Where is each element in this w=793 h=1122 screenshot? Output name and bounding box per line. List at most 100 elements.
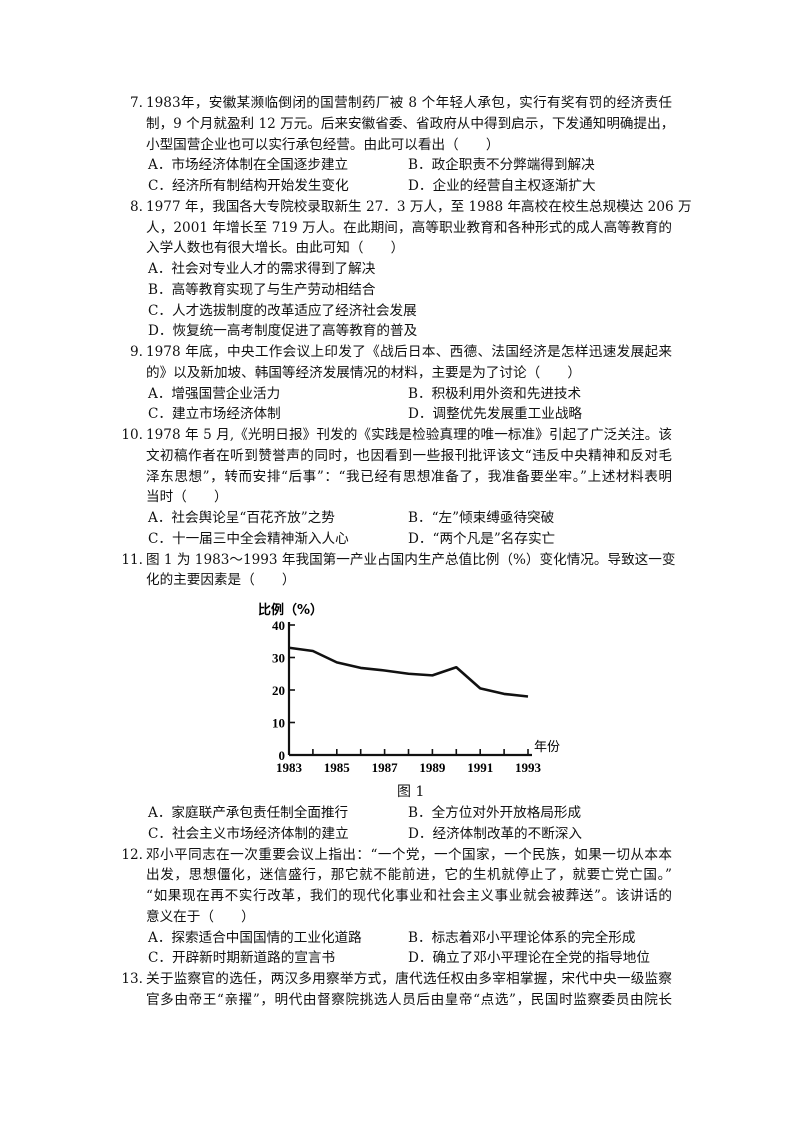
question-number: 10.: [121, 427, 143, 443]
answer-option: B．标志着邓小平理论体系的完全形成: [408, 929, 636, 946]
answer-option: A．社会对专业人才的需求得到了解决: [148, 261, 376, 277]
question-line: 官多由帝王“亲擢”，明代由督察院挑选人员后由皇帝“点选”，民国时监察委员由院长: [0, 990, 793, 1011]
question-line: 11. 图 1 为 1983～1993 年我国第一产业占国内生产总值比例（%）变化…: [0, 550, 793, 571]
figure-caption: 图 1: [397, 784, 425, 800]
question-stem-text: 1978 年底，中央工作会议上印发了《战后日本、西德、法国经济是怎样迅速发展起来: [146, 344, 672, 360]
answer-option: A．家庭联产承包责任制全面推行: [148, 805, 349, 821]
question-line: 人，2001 年增长至 719 万人。在此期间，高等职业教育和各种形式的成人高等…: [0, 218, 793, 239]
question-stem-text: 当时（ ）: [146, 489, 228, 506]
question-line: 的》以及新加坡、韩国等经济发展情况的材料，主要是为了讨论（ ）: [0, 363, 793, 384]
option-row: C．建立市场经济体制 D．调整优先发展重工业战略: [0, 404, 793, 425]
answer-option: B．政企职责不分弊端得到解决: [408, 157, 595, 174]
answer-option: A．社会舆论呈“百花齐放”之势: [148, 510, 335, 526]
question-line: 10. 1978 年 5 月,《光明日报》刊发的《实践是检验真理的唯一标准》引起了…: [0, 425, 793, 446]
question-line: 7. 1983年，安徽某濒临倒闭的国营制药厂被 8 个年轻人承包，实行有奖有罚的经…: [0, 93, 793, 114]
answer-option: B．高等教育实现了与生产劳动相结合: [148, 281, 376, 298]
series-line: [288, 646, 529, 698]
question-8: 8. 1977 年，我国各大专院校录取新生 27．3 万人，至 1988 年高校在…: [0, 197, 793, 342]
question-stem-text: 小型国营企业也可以实行承包经营。由此可以看出（ ）: [146, 136, 500, 153]
y-axis-label: 比例（%）: [258, 602, 323, 618]
y-tick-label: 20: [272, 683, 285, 698]
x-tick-label: 1993: [515, 760, 542, 775]
answer-option: C．开辟新时期新道路的宣言书: [148, 950, 336, 967]
question-line: 当时（ ）: [0, 487, 793, 508]
option-row: A．探索适合中国国情的工业化道路 B．标志着邓小平理论体系的完全形成: [0, 928, 793, 949]
option-row: A．社会对专业人才的需求得到了解决: [0, 259, 793, 280]
question-stem-text: 意义在于（ ）: [146, 908, 255, 925]
option-row: C．开辟新时期新道路的宣言书 D．确立了邓小平理论在全党的指导地位: [0, 948, 793, 969]
question-stem-text: 1977 年，我国各大专院校录取新生 27．3 万人，至 1988 年高校在校生…: [146, 198, 692, 215]
question-13: 13. 关于监察官的选任，两汉多用察举方式，唐代选任权由多宰相掌握，宋代中央一级监…: [0, 969, 793, 1011]
option-row: C．社会主义市场经济体制的建立 D．经济体制改革的不断深入: [0, 824, 793, 845]
question-stem-text: 1978 年 5 月,《光明日报》刊发的《实践是检验真理的唯一标准》引起了广泛关…: [146, 427, 672, 443]
question-9: 9. 1978 年底，中央工作会议上印发了《战后日本、西德、法国经济是怎样迅速发展…: [0, 342, 793, 425]
answer-option: C．十一届三中全会精神渐入人心: [148, 530, 349, 547]
x-tick-label: 1991: [467, 760, 493, 775]
option-row: A．家庭联产承包责任制全面推行 B．全方位对外开放格局形成: [0, 803, 793, 824]
question-line: “如果现在再不实行改革，我们的现代化事业和社会主义事业就会被葬送”。该讲话的: [0, 886, 793, 907]
x-tick-label: 1987: [372, 760, 399, 775]
answer-option: D．经济体制改革的不断深入: [408, 825, 583, 842]
questions-11-to-13: A．家庭联产承包责任制全面推行 B．全方位对外开放格局形成 C．社会主义市场经济体制…: [0, 803, 793, 1011]
answer-option: C．人才选拔制度的改革适应了经济社会发展: [148, 302, 417, 319]
answer-option: D．调整优先发展重工业战略: [408, 406, 583, 423]
answer-option: C．经济所有制结构开始发生变化: [148, 178, 349, 194]
question-10: 10. 1978 年 5 月,《光明日报》刊发的《实践是检验真理的唯一标准》引起了…: [0, 425, 793, 550]
y-tick-label: 0: [279, 748, 286, 763]
answer-option: B．积极利用外资和先进技术: [408, 385, 582, 402]
question-line: 化的主要因素是（ ）: [0, 570, 793, 591]
option-row: B．高等教育实现了与生产劳动相结合: [0, 280, 793, 301]
answer-option: B．全方位对外开放格局形成: [408, 805, 582, 821]
question-line: 文初稿作者在听到赞誉声的同时，也因看到一些报刊批评该文“违反中央精神和反对毛: [0, 446, 793, 467]
option-row: C．十一届三中全会精神渐入人心 D．“两个凡是”名存实亡: [0, 529, 793, 550]
question-stem-text: 化的主要因素是（ ）: [146, 572, 296, 589]
answer-option: D．“两个凡是”名存实亡: [408, 530, 556, 547]
question-stem-text: 入学人数也有很大增长。由此可知（ ）: [146, 240, 405, 257]
answer-option: A．增强国营企业活力: [148, 385, 281, 402]
answer-option: A．探索适合中国国情的工业化道路: [148, 929, 362, 946]
answer-option: B．“左”倾束缚亟待突破: [408, 510, 555, 526]
question-stem-text: 人，2001 年增长至 719 万人。在此期间，高等职业教育和各种形式的成人高等…: [146, 219, 672, 236]
question-number: 12.: [121, 846, 143, 863]
question-stem-text: 关于监察官的选任，两汉多用察举方式，唐代选任权由多宰相掌握，宋代中央一级监察: [146, 971, 672, 987]
question-line: 入学人数也有很大增长。由此可知（ ）: [0, 238, 793, 259]
question-stem-text: 官多由帝王“亲擢”，明代由督察院挑选人员后由皇帝“点选”，民国时监察委员由院长: [146, 991, 672, 1008]
option-row: A．社会舆论呈“百花齐放”之势 B．“左”倾束缚亟待突破: [0, 508, 793, 529]
answer-option: C．社会主义市场经济体制的建立: [148, 825, 349, 842]
x-axis-label: 年份: [534, 740, 560, 755]
y-tick-label: 10: [272, 716, 285, 731]
question-12: 12. 邓小平同志在一次重要会议上指出：“一个党，一个国家，一个民族，如果一切从本…: [0, 845, 793, 970]
question-11: 11. 图 1 为 1983～1993 年我国第一产业占国内生产总值比例（%）变化…: [0, 550, 793, 592]
question-line: 意义在于（ ）: [0, 907, 793, 928]
x-tick-label: 1983: [276, 760, 303, 775]
question-number: 8.: [130, 198, 143, 215]
question-line: 出发，思想僵化，迷信盛行，那它就不能前进，它的生机就停止了，就要亡党亡国。”: [0, 865, 793, 886]
answer-option: A．市场经济体制在全国逐步建立: [148, 157, 349, 174]
question-line: 泽东思想”，转而安排“后事”：“我已经有思想准备了，我准备要坐牢。”上述材料表明: [0, 467, 793, 488]
option-row: A．增强国营企业活力 B．积极利用外资和先进技术: [0, 384, 793, 405]
question-stem-text: 1983年，安徽某濒临倒闭的国营制药厂被 8 个年轻人承包，实行有奖有罚的经济责…: [146, 95, 672, 111]
question-stem-text: 图 1 为 1983～1993 年我国第一产业占国内生产总值比例（%）变化情况。…: [146, 551, 676, 568]
answer-option: D．企业的经营自主权逐渐扩大: [408, 178, 596, 194]
option-row: C．经济所有制结构开始发生变化 D．企业的经营自主权逐渐扩大: [0, 176, 793, 197]
question-number: 13.: [121, 971, 143, 987]
answer-option: C．建立市场经济体制: [148, 406, 281, 423]
question-line: 12. 邓小平同志在一次重要会议上指出：“一个党，一个国家，一个民族，如果一切从本…: [0, 845, 793, 866]
option-row: A．市场经济体制在全国逐步建立 B．政企职责不分弊端得到解决: [0, 155, 793, 176]
question-stem-text: 邓小平同志在一次重要会议上指出：“一个党，一个国家，一个民族，如果一切从本本: [146, 846, 672, 863]
question-number: 7.: [130, 95, 143, 111]
question-options: A．家庭联产承包责任制全面推行 B．全方位对外开放格局形成 C．社会主义市场经济体制…: [0, 803, 793, 845]
question-line: 9. 1978 年底，中央工作会议上印发了《战后日本、西德、法国经济是怎样迅速发展…: [0, 342, 793, 363]
option-row: C．人才选拔制度的改革适应了经济社会发展: [0, 301, 793, 322]
question-number: 9.: [130, 344, 143, 360]
question-7: 7. 1983年，安徽某濒临倒闭的国营制药厂被 8 个年轻人承包，实行有奖有罚的经…: [0, 93, 793, 197]
question-stem-text: “如果现在再不实行改革，我们的现代化事业和社会主义事业就会被葬送”。该讲话的: [146, 888, 672, 904]
question-stem-text: 文初稿作者在听到赞誉声的同时，也因看到一些报刊批评该文“违反中央精神和反对毛: [146, 447, 672, 464]
question-number: 11.: [121, 551, 143, 568]
question-line: 13. 关于监察官的选任，两汉多用察举方式，唐代选任权由多宰相掌握，宋代中央一级监…: [0, 969, 793, 990]
question-stem-text: 泽东思想”，转而安排“后事”：“我已经有思想准备了，我准备要坐牢。”上述材料表明: [146, 468, 672, 485]
option-row: D．恢复统一高考制度促进了高等教育的普及: [0, 321, 793, 342]
x-tick-label: 1989: [419, 760, 446, 775]
question-stem-text: 制，9 个月就盈利 12 万元。后来安徽省委、省政府从中得到启示，下发通知明确提…: [146, 115, 675, 132]
